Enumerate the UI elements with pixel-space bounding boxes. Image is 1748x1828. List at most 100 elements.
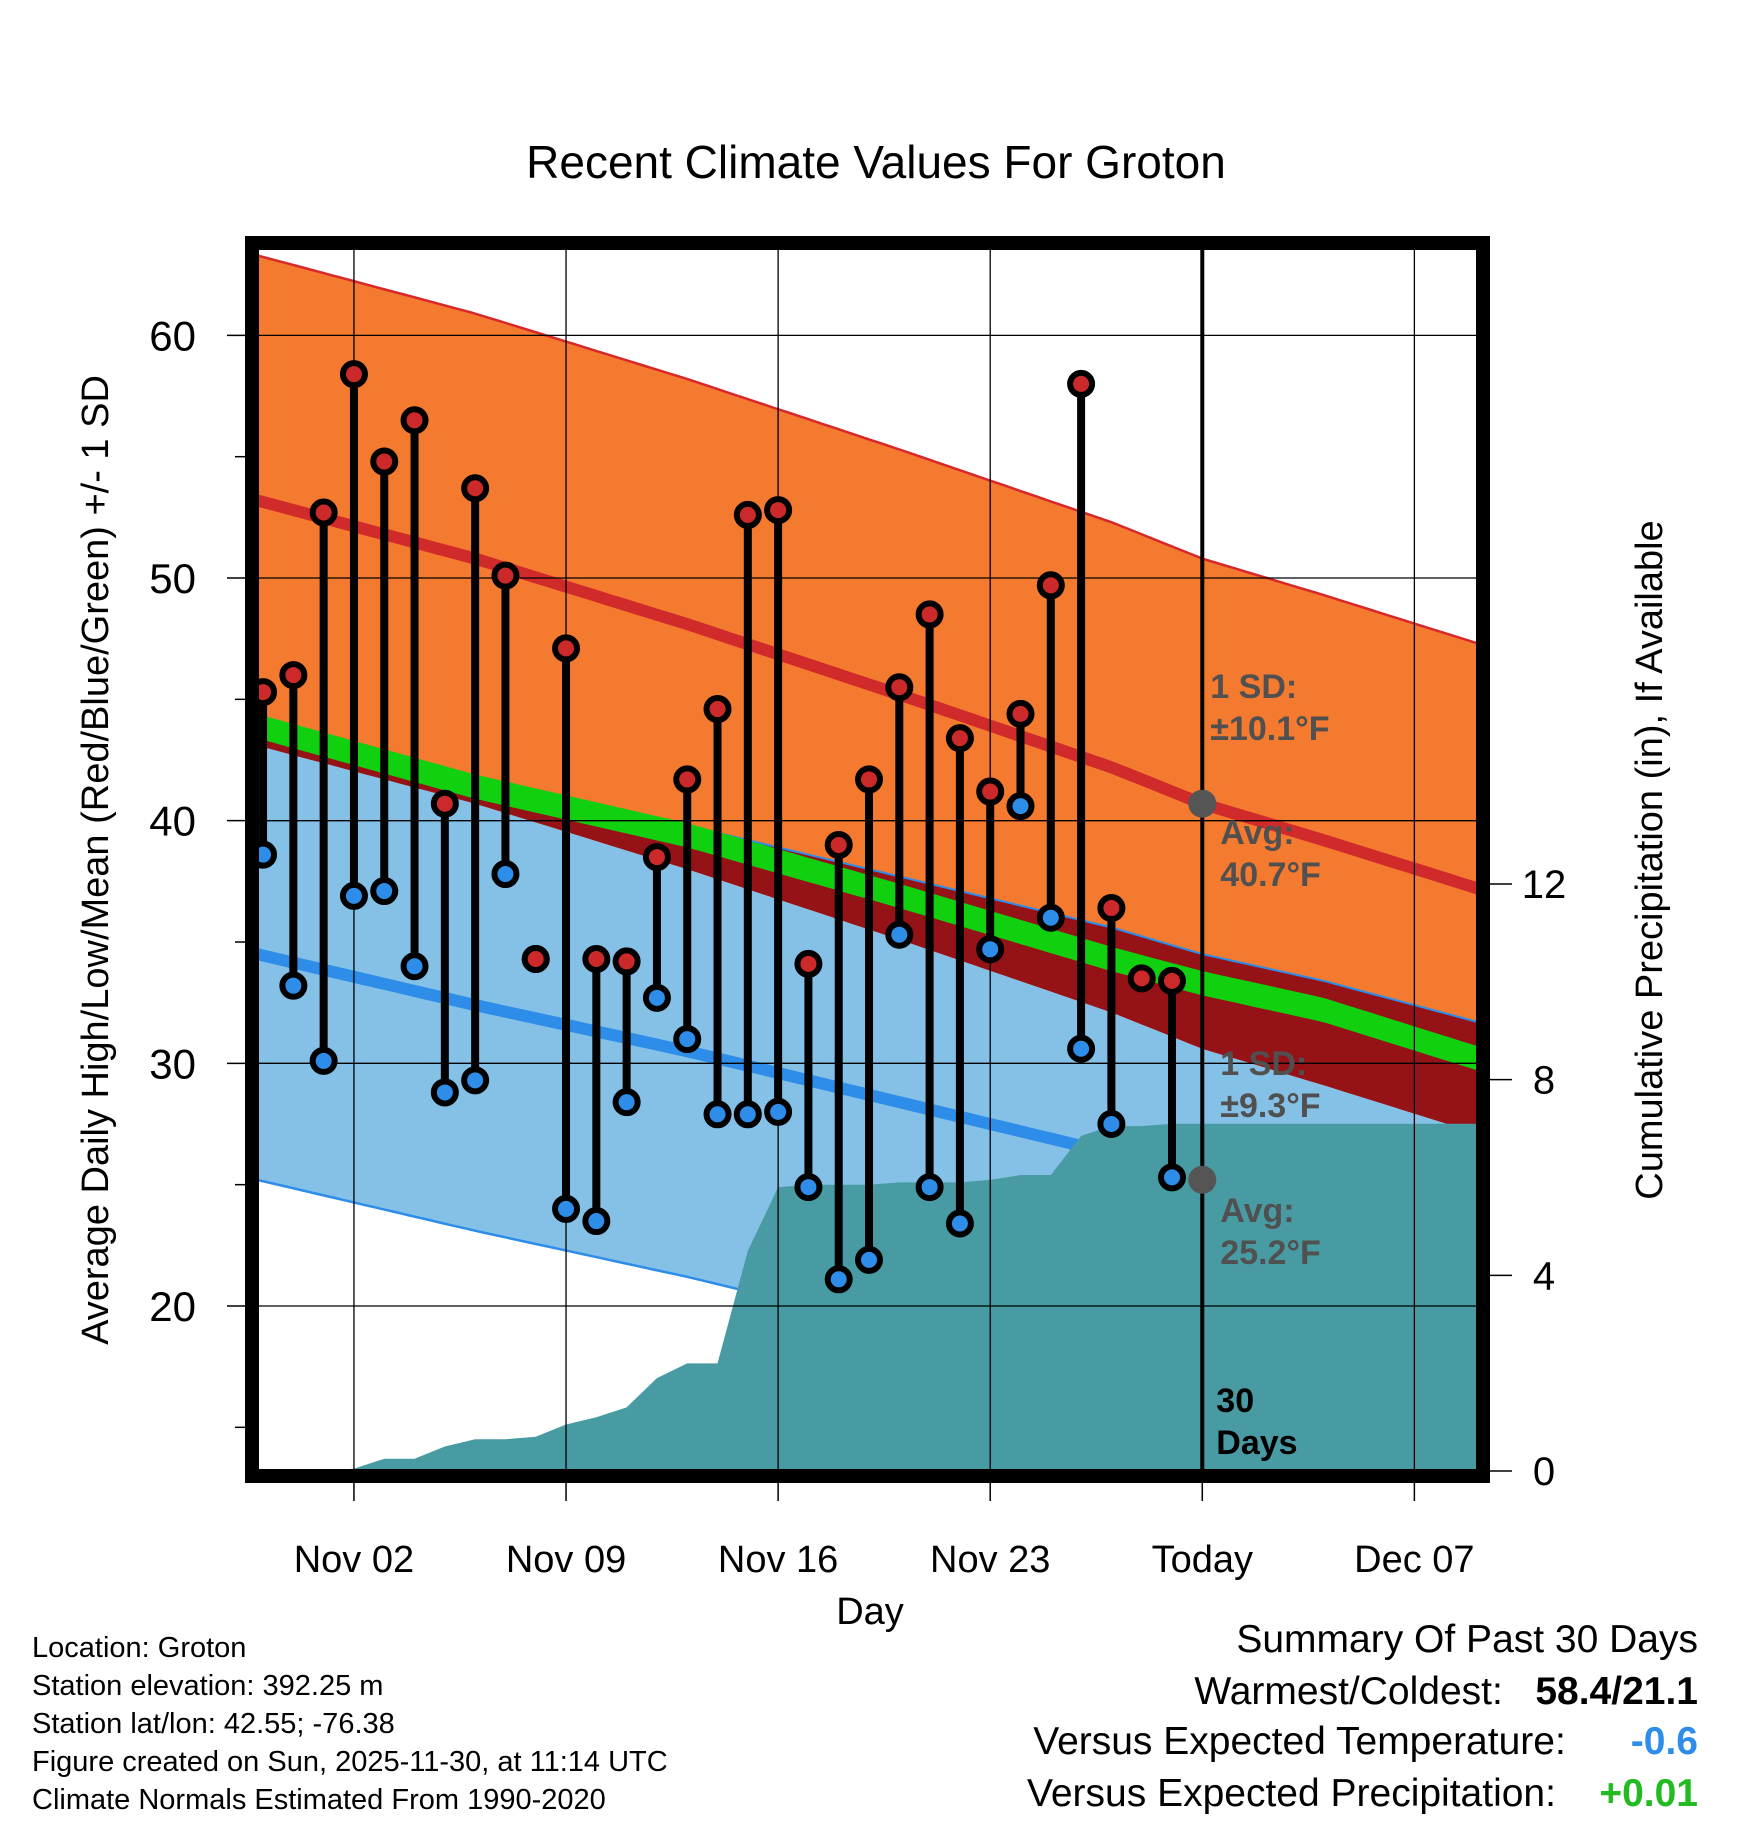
summary-precip-value: +0.01 [1599, 1772, 1698, 1815]
daily-high-point-0 [257, 678, 278, 707]
y-tick-label-40: 40 [149, 798, 196, 845]
info-normals: Climate Normals Estimated From 1990-2020 [32, 1784, 606, 1816]
daily-low-point-3 [339, 881, 368, 910]
high-avg-label-value: 40.7°F [1220, 856, 1321, 894]
high-normal-line [257, 494, 1478, 895]
info-created: Figure created on Sun, 2025-11-30, at 11… [32, 1746, 668, 1778]
daily-low-point-24 [976, 935, 1005, 964]
precip-area [257, 1123, 1478, 1471]
daily-high-point-27 [1067, 369, 1096, 398]
daily-high-point-30 [1157, 966, 1186, 995]
y-tick-label-30: 30 [149, 1040, 196, 1087]
high-sd-label-title: 1 SD: [1210, 668, 1297, 706]
y-tick-label-20: 20 [149, 1283, 196, 1330]
daily-low-point-13 [642, 983, 671, 1012]
daily-low-point-5 [400, 952, 429, 981]
chart-title: Recent Climate Values For Groton [526, 136, 1226, 188]
daily-high-point-16 [733, 500, 762, 529]
x-tick-label-2: Nov 16 [718, 1539, 838, 1581]
daily-high-point-26 [1036, 571, 1065, 600]
x-tick-label-4: Today [1152, 1539, 1253, 1581]
daily-low-point-18 [794, 1173, 823, 1202]
daily-high-point-17 [764, 496, 793, 525]
x-tick-label-1: Nov 09 [506, 1539, 626, 1581]
summary-temp-value: -0.6 [1630, 1720, 1698, 1763]
daily-high-point-7 [461, 474, 490, 503]
low-sd-label-value: ±9.3°F [1220, 1087, 1320, 1125]
days-label-number: 30 [1216, 1382, 1254, 1420]
daily-low-point-12 [612, 1088, 641, 1117]
daily-low-point-6 [430, 1078, 459, 1107]
daily-low-point-11 [582, 1207, 611, 1236]
daily-high-point-3 [339, 360, 368, 389]
info-latlon: Station lat/lon: 42.55; -76.38 [32, 1708, 395, 1740]
daily-low-point-1 [279, 971, 308, 1000]
daily-low-point-7 [461, 1066, 490, 1095]
daily-low-point-15 [703, 1100, 732, 1129]
daily-low-point-22 [915, 1173, 944, 1202]
info-location: Location: Groton [32, 1632, 247, 1664]
high-sd-label-value: ±10.1°F [1210, 710, 1329, 748]
daily-high-point-9 [521, 944, 550, 973]
daily-high-point-23 [945, 724, 974, 753]
daily-high-point-12 [612, 947, 641, 976]
daily-high-point-10 [552, 634, 581, 663]
summary-precip: Versus Expected Precipitation: +0.01 [1027, 1774, 1698, 1813]
daily-high-point-5 [400, 406, 429, 435]
plot-frame [245, 236, 1490, 1483]
daily-high-point-18 [794, 949, 823, 978]
today-low-avg-marker [1188, 1165, 1217, 1194]
y2-tick-label-12: 12 [1522, 863, 1567, 907]
daily-high-point-21 [885, 673, 914, 702]
low-avg-label-value: 25.2°F [1220, 1234, 1321, 1272]
y2-tick-label-4: 4 [1533, 1254, 1555, 1298]
summary-temp-label: Versus Expected Temperature: [1033, 1720, 1566, 1763]
daily-high-point-22 [915, 600, 944, 629]
plot-area: 1 SD: ±10.1°F Avg: 40.7°F 1 SD: ±9.3°F Avg: 25.… [149, 236, 1567, 1581]
daily-low-point-21 [885, 920, 914, 949]
low-avg-label-title: Avg: [1220, 1192, 1294, 1230]
y-axis-label: Average Daily High/Low/Mean (Red/Blue/Gr… [75, 375, 117, 1345]
daily-high-point-24 [976, 777, 1005, 806]
today-high-avg-marker [1188, 789, 1217, 818]
summary-warmest: Warmest/Coldest: 58.4/21.1 [1194, 1672, 1698, 1711]
daily-high-point-8 [491, 561, 520, 590]
x-tick-label-5: Dec 07 [1354, 1539, 1474, 1581]
daily-high-point-29 [1127, 964, 1156, 993]
y2-tick-label-0: 0 [1533, 1450, 1555, 1494]
daily-high-point-6 [430, 789, 459, 818]
x-tick-label-0: Nov 02 [294, 1539, 414, 1581]
daily-high-point-4 [370, 447, 399, 476]
daily-low-point-26 [1036, 903, 1065, 932]
daily-high-point-13 [642, 843, 671, 872]
days-label-word: Days [1216, 1424, 1297, 1462]
daily-high-point-15 [703, 695, 732, 724]
x-axis-label: Day [836, 1591, 904, 1633]
y-tick-label-50: 50 [149, 555, 196, 602]
daily-low-point-29 [1157, 1163, 1186, 1192]
daily-low-point-23 [945, 1209, 974, 1238]
y-tick-label-60: 60 [149, 312, 196, 359]
summary-warmest-value: 58.4/21.1 [1535, 1670, 1698, 1713]
daily-low-point-16 [733, 1100, 762, 1129]
low-sd-label-title: 1 SD: [1220, 1045, 1307, 1083]
daily-low-point-10 [552, 1194, 581, 1223]
daily-low-point-14 [673, 1025, 702, 1054]
daily-low-point-4 [370, 877, 399, 906]
daily-low-point-20 [855, 1245, 884, 1274]
x-tick-label-3: Nov 23 [930, 1539, 1050, 1581]
info-elevation: Station elevation: 392.25 m [32, 1670, 384, 1702]
daily-low-point-17 [764, 1097, 793, 1126]
daily-low-point-28 [1097, 1109, 1126, 1138]
daily-low-point-2 [309, 1046, 338, 1075]
y2-axis-label: Cumulative Precipitation (in), If Availa… [1629, 520, 1671, 1199]
high-sd-band [257, 255, 1478, 1134]
daily-low-point-27 [1067, 1034, 1096, 1063]
daily-low-point-25 [1006, 792, 1035, 821]
daily-high-point-19 [824, 830, 853, 859]
summary-title: Summary Of Past 30 Days [1236, 1618, 1698, 1661]
summary-temp: Versus Expected Temperature: -0.6 [1033, 1722, 1698, 1761]
summary-precip-label: Versus Expected Precipitation: [1027, 1772, 1556, 1815]
daily-low-point-0 [257, 840, 278, 869]
